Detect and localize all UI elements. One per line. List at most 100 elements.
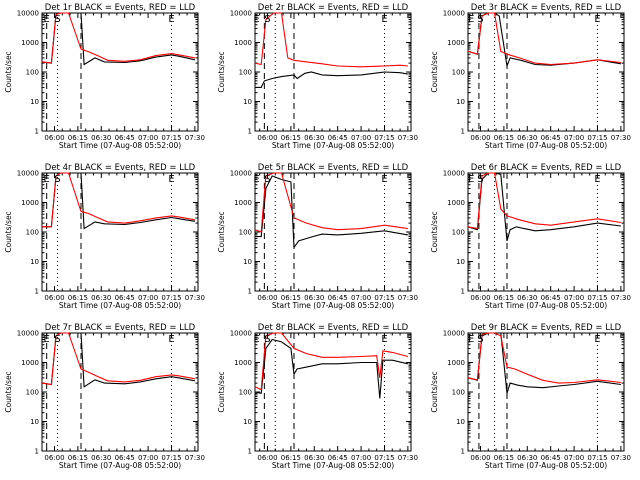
x-tick-label: 06:45 (328, 294, 348, 302)
x-tick-label: 07:15 (587, 134, 607, 142)
panel-4: Det 4r BLACK = Events, RED = LLD 1 10 100 10… (4, 163, 205, 310)
event-marker-label: E (381, 14, 387, 25)
event-marker-label: E (594, 334, 600, 345)
panel-title: Det 7r BLACK = Events, RED = LLD (45, 323, 196, 333)
x-tick-label: 07:15 (161, 294, 181, 302)
x-tick-label: 06:15 (68, 134, 88, 142)
y-tick-label: 1000 (21, 39, 39, 47)
y-tick-label: 10000 (230, 330, 252, 338)
plot-frame (41, 172, 199, 292)
events-series-line (255, 71, 408, 88)
event-marker-label: E (381, 174, 387, 185)
x-tick-label: 07:30 (611, 454, 631, 462)
panel-title: Det 2r BLACK = Events, RED = LLD (258, 3, 409, 13)
x-tick-label: 06:00 (470, 454, 490, 462)
panel-8: Det 8r BLACK = Events, RED = LLD 1 10 100 10… (217, 323, 418, 470)
x-tick-label: 06:15 (281, 454, 301, 462)
y-axis-label: Counts/sec (217, 211, 226, 252)
panel-title: Det 1r BLACK = Events, RED = LLD (45, 3, 196, 13)
panel-3: Det 3r BLACK = Events, RED = LLD 1 10 100 10… (430, 3, 631, 150)
panel-6: Det 6r BLACK = Events, RED = LLD 1 10 100 10… (430, 163, 631, 310)
events-series-line (467, 332, 621, 394)
panel-9: Det 9r BLACK = Events, RED = LLD 1 10 100 10… (430, 323, 631, 470)
y-tick-label: 10000 (17, 170, 39, 178)
x-tick-label: 07:00 (564, 134, 584, 142)
x-tick-label: 06:00 (257, 454, 277, 462)
y-tick-label: 10000 (443, 10, 465, 18)
y-tick-label: 10000 (230, 10, 252, 18)
x-tick-label: 06:15 (68, 294, 88, 302)
x-axis-label: Start Time (07-Aug-08 05:52:00) (272, 461, 394, 470)
event-marker-label: E (168, 14, 174, 25)
plot-frame (254, 172, 412, 292)
x-tick-label: 06:00 (470, 134, 490, 142)
y-tick-label: 10 (456, 98, 465, 106)
event-marker-label: S (54, 174, 60, 185)
x-tick-label: 07:00 (351, 294, 371, 302)
lld-series-line (254, 332, 409, 391)
plot-frame (467, 332, 625, 452)
y-tick-label: 10 (30, 258, 39, 266)
events-series-line (255, 175, 408, 249)
x-tick-label: 06:00 (44, 454, 64, 462)
event-marker-label: S (477, 174, 483, 185)
x-tick-label: 06:45 (541, 134, 561, 142)
y-tick-label: 10000 (443, 170, 465, 178)
y-tick-label: 1000 (21, 359, 39, 367)
event-marker-label: E (253, 174, 259, 185)
y-axis-label: Counts/sec (4, 371, 13, 412)
x-tick-label: 06:45 (541, 454, 561, 462)
panel-1: Det 1r BLACK = Events, RED = LLD 1 10 100 10… (4, 3, 205, 150)
x-axis-label: Start Time (07-Aug-08 05:52:00) (485, 461, 607, 470)
x-tick-label: 06:30 (304, 454, 324, 462)
event-marker-label: E (44, 174, 50, 185)
y-tick-label: 1000 (447, 359, 465, 367)
x-tick-label: 06:45 (115, 294, 135, 302)
lld-series-line (42, 172, 195, 228)
y-tick-label: 1 (248, 288, 252, 296)
x-axis-label: Start Time (07-Aug-08 05:52:00) (272, 141, 394, 150)
y-tick-label: 1 (35, 128, 39, 136)
event-marker-label: E (168, 334, 174, 345)
x-tick-label: 07:15 (161, 134, 181, 142)
x-tick-label: 07:00 (138, 454, 158, 462)
y-tick-label: 1 (248, 128, 252, 136)
panel-2: Det 2r BLACK = Events, RED = LLD 1 10 100 10… (217, 3, 418, 150)
x-tick-label: 06:45 (328, 134, 348, 142)
x-tick-label: 06:15 (494, 134, 514, 142)
y-tick-label: 10 (243, 98, 252, 106)
lld-series-line (254, 12, 408, 68)
y-tick-label: 10000 (230, 170, 252, 178)
lld-series-line (467, 332, 621, 384)
y-tick-label: 100 (239, 389, 252, 397)
panel-5: Det 5r BLACK = Events, RED = LLD 1 10 100 10… (217, 163, 418, 310)
panel-title: Det 5r BLACK = Events, RED = LLD (258, 163, 409, 173)
y-axis-label: Counts/sec (4, 51, 13, 92)
event-marker-label: E (253, 334, 259, 345)
plot-frame (41, 12, 199, 132)
x-tick-label: 07:15 (374, 294, 394, 302)
panel-title: Det 4r BLACK = Events, RED = LLD (45, 163, 196, 173)
x-tick-label: 07:15 (161, 454, 181, 462)
panel-title: Det 3r BLACK = Events, RED = LLD (471, 3, 622, 13)
x-tick-label: 07:15 (374, 134, 394, 142)
panel-title: Det 9r BLACK = Events, RED = LLD (471, 323, 622, 333)
x-tick-label: 06:00 (44, 134, 64, 142)
event-marker-label: E (468, 334, 474, 345)
y-tick-label: 100 (26, 229, 39, 237)
x-tick-label: 07:30 (185, 134, 205, 142)
y-tick-label: 10000 (17, 10, 39, 18)
x-axis-label: Start Time (07-Aug-08 05:52:00) (485, 141, 607, 150)
y-axis-label: Counts/sec (430, 371, 439, 412)
x-tick-label: 06:15 (494, 454, 514, 462)
x-tick-label: 06:00 (257, 294, 277, 302)
y-tick-label: 1000 (234, 359, 252, 367)
lld-series-line (254, 172, 408, 233)
event-marker-label: S (264, 334, 270, 345)
x-tick-label: 06:00 (44, 294, 64, 302)
event-marker-label: S (54, 14, 60, 25)
y-axis-label: Counts/sec (430, 211, 439, 252)
y-axis-label: Counts/sec (217, 371, 226, 412)
plot-frame (254, 332, 412, 452)
plot-frame (41, 332, 199, 452)
